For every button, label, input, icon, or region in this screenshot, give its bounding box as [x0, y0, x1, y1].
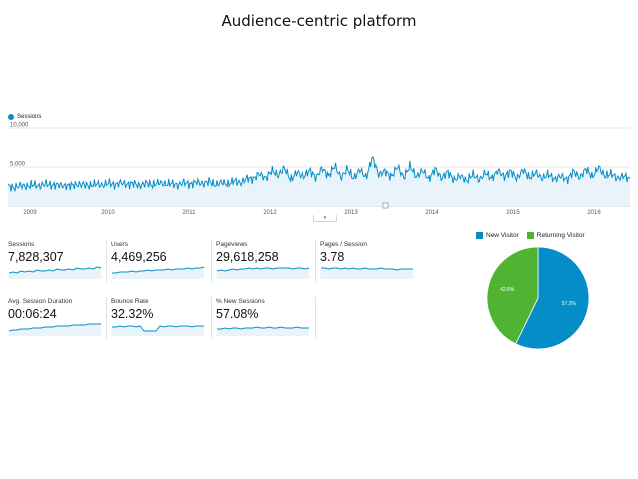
- metric-tile[interactable]: Avg. Session Duration 00:06:24: [8, 297, 104, 336]
- sparkline-fill: [216, 268, 309, 279]
- metric-label: Users: [111, 241, 128, 248]
- sessions-area-fill: [8, 156, 630, 206]
- sparkline-fill: [111, 267, 204, 279]
- metric-sparkline: [111, 325, 204, 336]
- legend-dot-icon: [8, 114, 14, 120]
- pie-slice-new-visitor[interactable]: [515, 246, 590, 350]
- metric-label: Avg. Session Duration: [8, 298, 73, 305]
- x-tick-label: 2014: [425, 210, 439, 216]
- x-tick-label: 2009: [23, 210, 37, 216]
- pie-slice-label: 42.8%: [500, 287, 515, 293]
- x-tick-label: 2015: [506, 210, 520, 216]
- metric-label: % New Sessions: [216, 298, 265, 305]
- metric-tile[interactable]: Bounce Rate 32.32%: [111, 297, 207, 336]
- sparkline-line: [216, 267, 310, 272]
- metric-tile[interactable]: Pages / Session 3.78: [320, 240, 416, 279]
- sparkline-line: [112, 325, 204, 332]
- metric-sparkline: [8, 266, 102, 279]
- metric-tile[interactable]: Sessions 7,828,307: [8, 240, 104, 279]
- sparkline-line: [8, 323, 101, 332]
- sparkline-fill: [8, 324, 101, 336]
- metric-divider: [211, 240, 212, 282]
- visitor-type-pie-chart[interactable]: 57.2% 42.8%: [478, 245, 600, 351]
- metric-sparkline: [216, 326, 309, 336]
- metric-divider: [211, 297, 212, 339]
- metric-label: Bounce Rate: [111, 298, 149, 305]
- x-tick-label: 2010: [101, 210, 115, 216]
- chevron-down-icon: ▾: [323, 215, 327, 221]
- sparkline-fill: [111, 326, 204, 336]
- sessions-line: [7, 156, 631, 192]
- metric-sparkline: [320, 267, 413, 279]
- sparkline-fill: [8, 267, 101, 279]
- pie-legend-returning-label: Returning Visitor: [536, 232, 585, 240]
- metric-label: Pages / Session: [320, 241, 367, 248]
- sparkline-line: [112, 266, 205, 274]
- y-tick-label: 5,000: [10, 162, 26, 168]
- metric-value: 3.78: [320, 250, 345, 264]
- metric-value: 57.08%: [216, 307, 259, 321]
- swatch-icon: [526, 232, 534, 239]
- metric-sparkline: [8, 323, 101, 336]
- metric-tile[interactable]: Users 4,469,256: [111, 240, 207, 279]
- sparkline-line: [8, 266, 102, 274]
- x-tick-label: 2013: [344, 210, 358, 216]
- metric-sparkline: [216, 267, 310, 279]
- annotation-marker-icon[interactable]: [382, 202, 389, 209]
- sparkline-fill: [320, 268, 413, 279]
- pie-slice-returning-visitor[interactable]: [486, 246, 539, 345]
- sparkline-line: [217, 326, 309, 330]
- metric-divider: [315, 297, 316, 339]
- chart-collapse-toggle[interactable]: ▾: [313, 215, 337, 222]
- metric-divider: [106, 240, 107, 282]
- sparkline-line: [321, 267, 413, 271]
- metric-tile[interactable]: % New Sessions 57.08%: [216, 297, 312, 336]
- metric-value: 29,618,258: [216, 250, 279, 264]
- metric-tile[interactable]: Pageviews 29,618,258: [216, 240, 312, 279]
- x-tick-label: 2012: [263, 210, 277, 216]
- metric-value: 32.32%: [111, 307, 154, 321]
- pie-legend-new-label: New Visitor: [486, 232, 519, 240]
- pie-legend-new[interactable]: New Visitor: [476, 232, 519, 239]
- x-tick-label: 2016: [587, 210, 601, 216]
- swatch-icon: [476, 232, 483, 239]
- chart-legend[interactable]: Sessions: [8, 114, 41, 120]
- metric-label: Sessions: [8, 241, 35, 248]
- metric-divider: [106, 297, 107, 339]
- pie-legend: New Visitor Returning Visitor: [476, 232, 585, 239]
- metric-value: 00:06:24: [8, 307, 57, 321]
- x-tick-label: 2011: [183, 210, 197, 216]
- sparkline-fill: [216, 327, 309, 336]
- metric-label: Pageviews: [216, 241, 248, 248]
- pie-slice-label: 57.2%: [562, 301, 577, 307]
- metric-divider: [315, 240, 316, 282]
- pie-legend-returning[interactable]: Returning Visitor: [526, 232, 585, 240]
- metric-sparkline: [111, 266, 205, 279]
- slide-title: Audience-centric platform: [221, 12, 417, 30]
- y-tick-label: 10,000: [10, 123, 29, 129]
- sessions-trend-chart[interactable]: 10,000 5,000 2009 2010 2011 2012 2013 2014 2015 2…: [0, 118, 638, 218]
- legend-label: Sessions: [17, 114, 42, 120]
- metric-value: 4,469,256: [111, 250, 167, 264]
- metric-value: 7,828,307: [8, 250, 64, 264]
